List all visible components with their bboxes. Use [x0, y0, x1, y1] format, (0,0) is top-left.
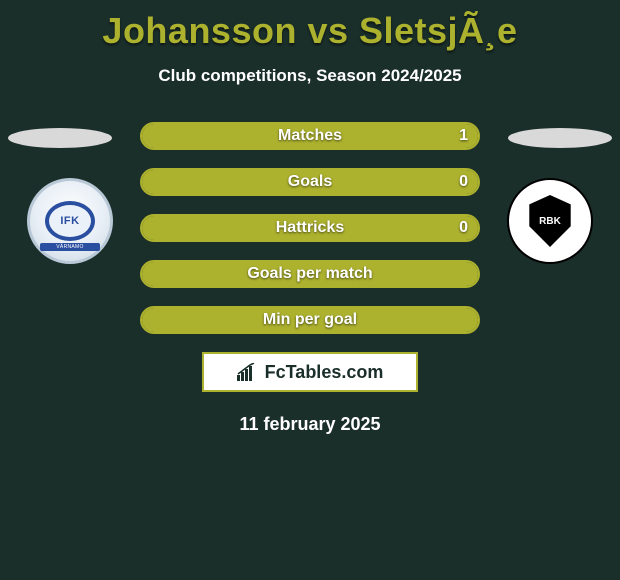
row-label: Goals — [142, 170, 478, 194]
crest-right-label: RBK — [527, 195, 573, 247]
crest-left-ribbon: VÄRNAMO — [40, 243, 100, 251]
stat-rows: Matches1Goals0Hattricks0Goals per matchM… — [140, 122, 480, 334]
club-crest-left: IFK VÄRNAMO — [27, 178, 113, 264]
stat-row: Goals0 — [140, 168, 480, 196]
bar-chart-icon — [237, 363, 259, 381]
row-value-right: 0 — [459, 216, 468, 240]
stat-row: Hattricks0 — [140, 214, 480, 242]
club-crest-right: RBK — [507, 178, 593, 264]
brand-box: FcTables.com — [202, 352, 418, 392]
row-value-right: 1 — [459, 124, 468, 148]
crest-left-label: IFK — [45, 201, 95, 241]
stat-row: Matches1 — [140, 122, 480, 150]
brand-text: FcTables.com — [265, 362, 384, 383]
player-marker-right — [508, 128, 612, 148]
row-label: Min per goal — [142, 308, 478, 332]
subtitle: Club competitions, Season 2024/2025 — [0, 66, 620, 86]
player-marker-left — [8, 128, 112, 148]
row-value-right: 0 — [459, 170, 468, 194]
stat-row: Goals per match — [140, 260, 480, 288]
page-title: Johansson vs SletsjÃ¸e — [0, 0, 620, 52]
date-line: 11 february 2025 — [0, 414, 620, 435]
row-label: Matches — [142, 124, 478, 148]
row-label: Hattricks — [142, 216, 478, 240]
stat-row: Min per goal — [140, 306, 480, 334]
row-label: Goals per match — [142, 262, 478, 286]
